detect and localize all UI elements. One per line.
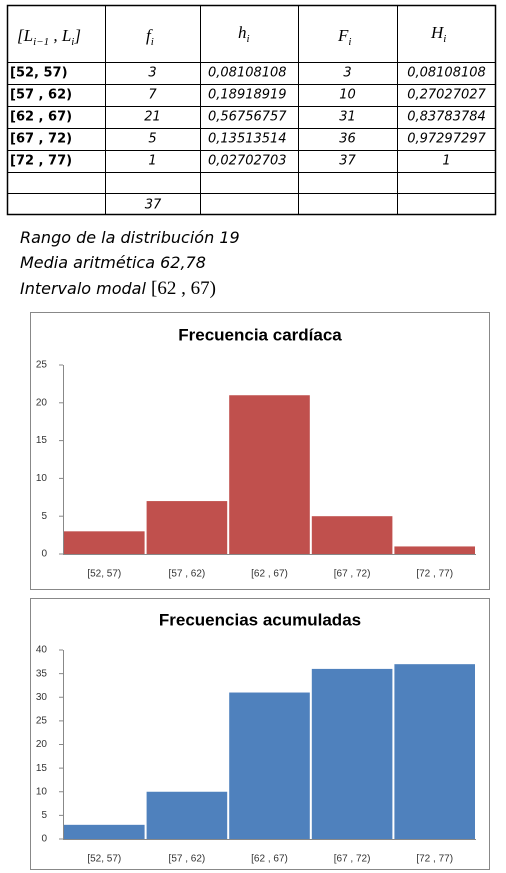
note: Rango de la distribución 19 <box>20 228 240 247</box>
bar <box>229 692 310 839</box>
header-cell: Fi <box>337 26 351 48</box>
x-tick-label: [52, 57) <box>87 854 121 865</box>
y-tick-label: 15 <box>36 435 48 446</box>
bar <box>64 531 145 554</box>
y-tick-label: 0 <box>41 549 47 560</box>
cell: 0,08108108 <box>407 66 486 81</box>
cell: 3 <box>343 66 351 81</box>
row-label: [67 , 72) <box>10 132 72 147</box>
note-label: Rango de la distribución <box>20 228 214 247</box>
total-cell: 37 <box>145 198 162 213</box>
x-tick-label: [72 , 77) <box>416 854 453 865</box>
y-tick-label: 20 <box>36 739 48 750</box>
y-tick-label: 5 <box>41 810 47 821</box>
y-tick-label: 25 <box>36 360 48 371</box>
x-tick-label: [52, 57) <box>87 569 121 580</box>
row-label: [72 , 77) <box>10 154 72 169</box>
note-value: [62 , 67) <box>151 278 216 299</box>
y-tick-label: 10 <box>36 473 48 484</box>
bar <box>64 824 145 839</box>
header-part: h <box>238 23 247 42</box>
header-part: , <box>49 26 62 45</box>
row-label: [52, 57) <box>10 66 68 81</box>
note: Media aritmética 62,78 <box>20 253 206 272</box>
y-tick-label: 5 <box>41 511 47 522</box>
header-cell: fi <box>146 26 154 48</box>
bar <box>394 546 475 554</box>
header-sub: i <box>247 33 250 45</box>
bar <box>146 501 228 554</box>
bar <box>311 668 393 839</box>
cell: 0,18918919 <box>208 88 287 103</box>
note-value: 19 <box>219 228 239 247</box>
y-tick-label: 30 <box>36 692 48 703</box>
header-part: [ <box>17 26 25 45</box>
cell: 1 <box>442 154 450 169</box>
header-part: H <box>430 23 445 42</box>
cell: 1 <box>148 154 156 169</box>
header-part: ] <box>73 26 81 45</box>
x-tick-label: [62 , 67) <box>251 854 288 865</box>
y-tick-label: 15 <box>36 763 48 774</box>
y-tick-label: 40 <box>36 645 48 656</box>
cell: 31 <box>339 110 356 125</box>
table-grid <box>6 4 497 216</box>
header-sub: i <box>151 36 154 48</box>
note-label: Media aritmética <box>20 253 155 272</box>
cell: 37 <box>339 154 356 169</box>
header-sub: i <box>348 36 351 48</box>
header-sub: i <box>71 36 74 48</box>
row-label: [62 , 67) <box>10 110 72 125</box>
bar <box>311 516 393 554</box>
x-tick-label: [57 , 62) <box>169 569 206 580</box>
header-part: f <box>146 26 153 45</box>
note-label: Intervalo modal <box>20 279 146 298</box>
y-tick-label: 25 <box>36 716 48 727</box>
bar <box>394 664 475 839</box>
cell: 0,13513514 <box>208 132 287 147</box>
x-tick-label: [72 , 77) <box>416 569 453 580</box>
cell: 0,08108108 <box>208 66 287 81</box>
bar <box>229 395 310 554</box>
cell: 0,02702703 <box>208 154 287 169</box>
cell: 21 <box>144 110 161 125</box>
cell: 10 <box>339 88 356 103</box>
bar <box>146 791 228 839</box>
header-part: L <box>61 26 71 45</box>
cell: 0,27027027 <box>407 88 486 103</box>
header-cell: hi <box>238 23 250 45</box>
cell: 5 <box>148 132 156 147</box>
note-value: 62,78 <box>160 253 206 272</box>
header-sub: i <box>443 33 446 45</box>
y-tick-label: 10 <box>36 786 48 797</box>
cell: 36 <box>339 132 356 147</box>
header-sub: i−1 <box>33 36 49 48</box>
row-label: [57 , 62) <box>10 88 72 103</box>
header-cell: Hi <box>430 23 446 45</box>
cell: 0,83783784 <box>407 110 486 125</box>
x-tick-label: [67 , 72) <box>334 569 371 580</box>
cell: 0,56756757 <box>208 110 287 125</box>
y-tick-label: 35 <box>36 668 48 679</box>
x-tick-label: [67 , 72) <box>334 854 371 865</box>
header-cell: [Li−1 , Li] <box>17 26 81 48</box>
chart-title: Frecuencia cardíaca <box>178 325 342 344</box>
cell: 7 <box>148 88 157 103</box>
x-tick-label: [62 , 67) <box>251 569 288 580</box>
cell: 3 <box>148 66 156 81</box>
y-tick-label: 0 <box>41 834 47 845</box>
header-part: F <box>337 26 349 45</box>
header-part: L <box>23 26 33 45</box>
chart-title: Frecuencias acumuladas <box>159 610 361 629</box>
note: Intervalo modal [62 , 67) <box>20 278 216 299</box>
y-tick-label: 20 <box>36 397 48 408</box>
cell: 0,97297297 <box>407 132 486 147</box>
x-tick-label: [57 , 62) <box>169 854 206 865</box>
